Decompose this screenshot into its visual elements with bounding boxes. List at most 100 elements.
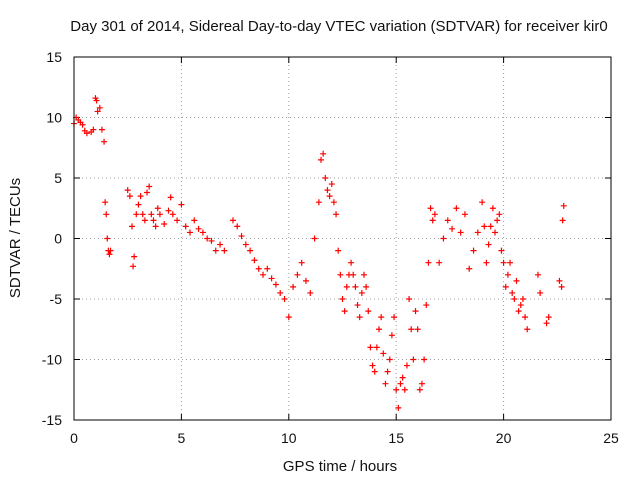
data-point <box>461 211 468 218</box>
data-point <box>524 326 531 333</box>
data-point <box>356 314 363 321</box>
data-point <box>489 205 496 212</box>
y-tick-label: 15 <box>46 49 62 65</box>
y-tick-label: -5 <box>50 291 63 307</box>
data-point <box>440 235 447 242</box>
data-point <box>348 259 355 266</box>
data-point <box>453 205 460 212</box>
data-point <box>307 289 314 296</box>
data-point <box>242 241 249 248</box>
data-point <box>436 259 443 266</box>
data-point <box>186 229 193 236</box>
data-point <box>298 259 305 266</box>
data-point <box>204 235 211 242</box>
data-point <box>449 225 456 232</box>
data-point <box>146 183 153 190</box>
data-point <box>341 308 348 315</box>
plot-frame <box>73 56 612 421</box>
data-point <box>277 289 284 296</box>
data-point <box>371 368 378 375</box>
data-point <box>285 314 292 321</box>
data-point <box>290 283 297 290</box>
data-point <box>128 223 135 230</box>
data-point <box>519 296 526 302</box>
data-points <box>71 95 567 411</box>
data-point <box>367 344 374 351</box>
data-point <box>515 308 522 315</box>
data-point <box>318 156 325 163</box>
data-point <box>178 201 185 208</box>
data-point <box>423 302 430 309</box>
data-point <box>126 193 133 200</box>
data-point <box>150 217 157 224</box>
data-point <box>494 217 501 224</box>
data-point <box>406 296 413 302</box>
data-point <box>102 199 109 206</box>
data-point <box>281 296 288 302</box>
data-point <box>350 271 357 278</box>
data-point <box>96 104 103 111</box>
x-axis-label: GPS time / hours <box>283 458 397 475</box>
data-point <box>135 201 142 208</box>
data-point <box>410 356 417 363</box>
data-point <box>421 356 428 363</box>
data-point <box>182 223 189 230</box>
data-point <box>412 308 419 315</box>
data-point <box>302 277 309 284</box>
y-tick-label: 5 <box>54 170 62 186</box>
data-point <box>272 281 279 288</box>
data-point <box>418 380 425 387</box>
x-tick-label: 10 <box>281 430 297 446</box>
data-point <box>234 223 241 230</box>
data-point <box>148 211 155 218</box>
data-point <box>378 314 385 321</box>
data-point <box>311 235 318 242</box>
data-point <box>509 289 516 296</box>
y-tick-label: 10 <box>46 110 62 126</box>
data-point <box>386 356 393 363</box>
data-point <box>487 223 494 230</box>
data-point <box>466 265 473 272</box>
data-point <box>339 296 346 302</box>
y-tick-label: 0 <box>54 231 62 247</box>
data-point <box>365 308 372 315</box>
data-point <box>333 211 340 218</box>
data-point <box>161 220 168 227</box>
data-point <box>320 150 327 157</box>
data-point <box>315 199 322 206</box>
data-point <box>107 247 114 254</box>
data-point <box>492 229 499 236</box>
data-point <box>104 235 111 242</box>
data-point <box>264 265 271 272</box>
data-point <box>251 257 258 264</box>
data-point <box>457 229 464 236</box>
data-point <box>373 344 380 351</box>
data-point <box>414 326 421 333</box>
data-point <box>217 241 224 248</box>
data-point <box>165 207 172 214</box>
data-point <box>212 247 219 254</box>
data-point <box>238 233 245 240</box>
data-point <box>221 247 228 254</box>
data-point <box>93 97 100 104</box>
data-point <box>294 271 301 278</box>
data-point <box>137 193 144 200</box>
data-point <box>255 265 262 272</box>
y-axis-label: SDTVAR / TECUs <box>7 178 24 298</box>
data-point <box>395 404 402 411</box>
data-point <box>328 181 335 188</box>
data-point <box>343 283 350 290</box>
data-point <box>485 241 492 248</box>
data-point <box>517 302 524 309</box>
data-point <box>513 277 520 284</box>
data-point <box>358 289 365 296</box>
data-point <box>384 368 391 375</box>
data-point <box>391 314 398 321</box>
data-point <box>337 271 344 278</box>
data-point <box>397 380 404 387</box>
data-point <box>322 175 329 181</box>
y-tick-label: -10 <box>42 352 62 368</box>
data-point <box>511 296 518 302</box>
data-point <box>103 211 110 218</box>
